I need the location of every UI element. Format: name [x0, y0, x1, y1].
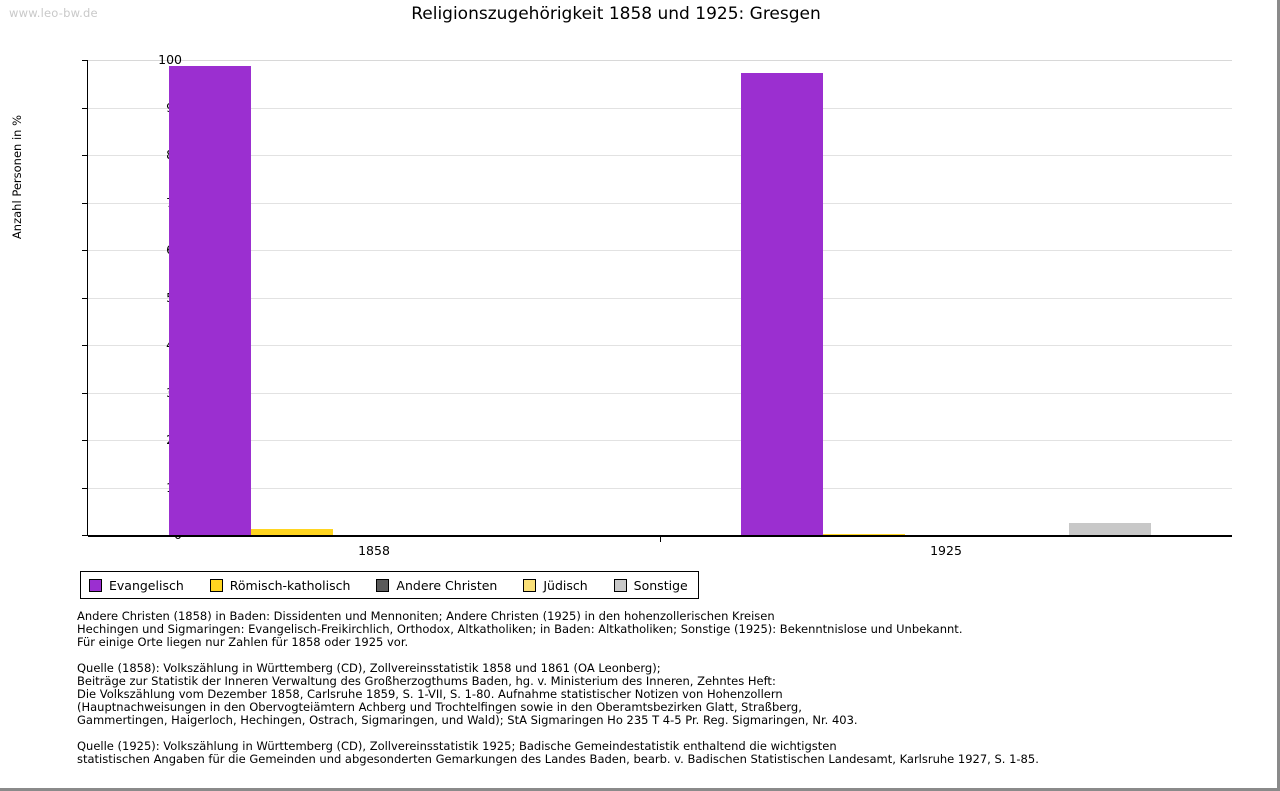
note-line: Hechingen und Sigmaringen: Evangelisch-F…: [77, 622, 963, 637]
chart-title: Religionszugehörigkeit 1858 und 1925: Gr…: [411, 4, 821, 24]
legend-item-sonstige[interactable]: Sonstige: [613, 577, 688, 593]
gridline: [88, 202, 1232, 204]
legend-swatch-icon: [209, 578, 223, 592]
note-line: Beiträge zur Statistik der Inneren Verwa…: [77, 673, 776, 688]
legend-item-j-disch[interactable]: Jüdisch: [523, 577, 588, 593]
note-block: Quelle (1925): Volkszählung in Württembe…: [77, 738, 1197, 766]
note-line: Quelle (1925): Volkszählung in Württembe…: [77, 738, 837, 753]
note-line: statistischen Angaben für die Gemeinden …: [77, 751, 1039, 766]
note-line: (Hauptnachweisungen in den Obervogteiämt…: [77, 700, 802, 715]
chart-legend: Evangelisch Römisch-katholisch Andere Chri…: [80, 571, 699, 599]
legend-label: Sonstige: [633, 577, 688, 593]
note-block: Andere Christen (1858) in Baden: Disside…: [77, 609, 1197, 650]
footnotes: Andere Christen (1858) in Baden: Disside…: [77, 609, 1197, 778]
y-tick-mark: [82, 297, 88, 299]
gridline: [88, 345, 1232, 346]
x-tick-label: 1858: [358, 543, 390, 558]
legend-swatch-icon: [376, 578, 390, 592]
y-axis-label: Anzahl Personen in %: [10, 114, 24, 240]
bar-1925-evangelisch: [741, 73, 823, 535]
gridline: [88, 392, 1232, 394]
y-tick-mark: [82, 392, 88, 394]
gridline: [88, 60, 1232, 61]
gridline: [88, 297, 1232, 299]
legend-swatch-icon: [613, 578, 627, 592]
legend-label: Römisch-katholisch: [229, 577, 351, 593]
y-tick-mark: [82, 155, 88, 156]
note-line: Gammertingen, Haigerloch, Hechingen, Ost…: [77, 713, 858, 728]
y-tick-mark: [82, 440, 88, 441]
y-tick-mark: [82, 345, 88, 346]
legend-swatch-icon: [89, 578, 102, 592]
x-axis-line: [88, 535, 1232, 537]
gridline: [88, 107, 1232, 109]
y-tick-mark: [82, 250, 88, 251]
y-tick-mark: [82, 202, 88, 204]
y-tick-mark: [82, 487, 88, 489]
note-line: Quelle (1858): Volkszählung in Württembe…: [77, 660, 661, 675]
note-block: Quelle (1858): Volkszählung in Württembe…: [77, 660, 1197, 728]
bar-1925-r-misch-katholisch: [823, 533, 905, 535]
legend-item-evangelisch[interactable]: Evangelisch: [89, 578, 184, 593]
y-axis-line: [87, 60, 88, 536]
x-tick-label: 1925: [930, 543, 962, 558]
legend-item-r-misch-katholisch[interactable]: Römisch-katholisch: [209, 577, 351, 593]
y-tick-mark: [82, 60, 88, 61]
bar-1858-evangelisch: [169, 66, 251, 535]
bar-1925-sonstige: [1069, 523, 1151, 535]
x-tick-mark: [660, 535, 661, 542]
gridline: [88, 487, 1232, 489]
gridline: [88, 155, 1232, 156]
y-tick-mark: [82, 535, 88, 536]
legend-label: Jüdisch: [543, 577, 588, 593]
legend-item-andere-christen[interactable]: Andere Christen: [376, 578, 497, 593]
bar-1858-r-misch-katholisch: [251, 528, 333, 535]
note-line: Andere Christen (1858) in Baden: Disside…: [77, 609, 775, 623]
legend-swatch-icon: [523, 578, 537, 592]
legend-label: Andere Christen: [396, 577, 498, 593]
gridline: [88, 250, 1232, 251]
y-tick-mark: [82, 107, 88, 109]
watermark-label: www.leo-bw.de: [9, 6, 98, 20]
y-tick-label: 100: [158, 52, 182, 67]
note-line: Für einige Orte liegen nur Zahlen für 18…: [77, 635, 409, 650]
note-line: Die Volkszählung vom Dezember 1858, Carl…: [77, 687, 783, 702]
legend-label: Evangelisch: [109, 577, 184, 593]
gridline: [88, 440, 1232, 441]
